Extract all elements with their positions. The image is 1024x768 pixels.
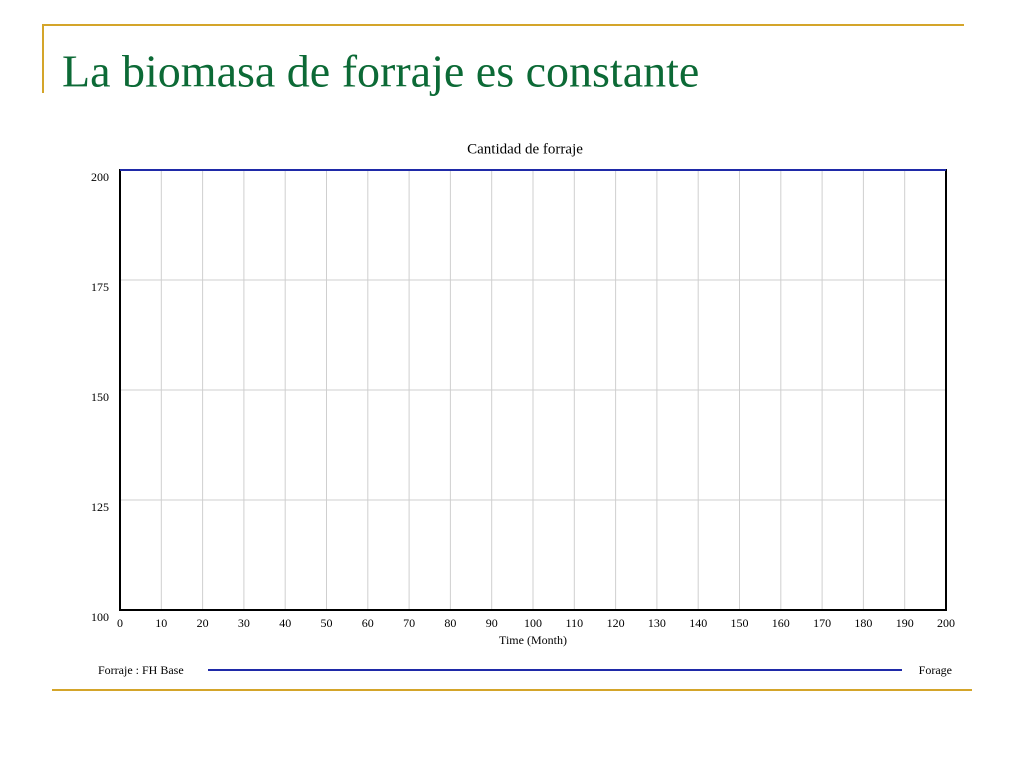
x-tick-label: 90	[486, 616, 498, 630]
x-tick-label: 200	[937, 616, 955, 630]
x-tick-label: 30	[238, 616, 250, 630]
x-tick-label: 190	[896, 616, 914, 630]
x-tick-label: 130	[648, 616, 666, 630]
y-tick-label: 200	[91, 170, 109, 184]
legend-label: Forraje : FH Base	[98, 663, 184, 677]
x-tick-label: 80	[444, 616, 456, 630]
x-tick-label: 150	[731, 616, 749, 630]
y-tick-label: 150	[91, 390, 109, 404]
x-axis-label: Time (Month)	[499, 633, 567, 647]
legend-variable: Forage	[919, 663, 952, 677]
x-tick-label: 60	[362, 616, 374, 630]
slide-title: La biomasa de forraje es constante	[62, 46, 699, 97]
x-tick-label: 50	[321, 616, 333, 630]
x-tick-label: 110	[566, 616, 584, 630]
x-tick-label: 160	[772, 616, 790, 630]
x-tick-label: 40	[279, 616, 291, 630]
chart-title: Cantidad de forraje	[467, 141, 583, 157]
x-tick-label: 10	[155, 616, 167, 630]
x-tick-label: 20	[197, 616, 209, 630]
y-tick-label: 100	[91, 610, 109, 624]
x-tick-label: 140	[689, 616, 707, 630]
x-tick-label: 100	[524, 616, 542, 630]
x-tick-label: 0	[117, 616, 123, 630]
x-tick-label: 70	[403, 616, 415, 630]
y-tick-label: 175	[91, 280, 109, 294]
y-tick-label: 125	[91, 500, 109, 514]
x-tick-label: 170	[813, 616, 831, 630]
x-tick-label: 180	[854, 616, 872, 630]
x-tick-label: 120	[607, 616, 625, 630]
